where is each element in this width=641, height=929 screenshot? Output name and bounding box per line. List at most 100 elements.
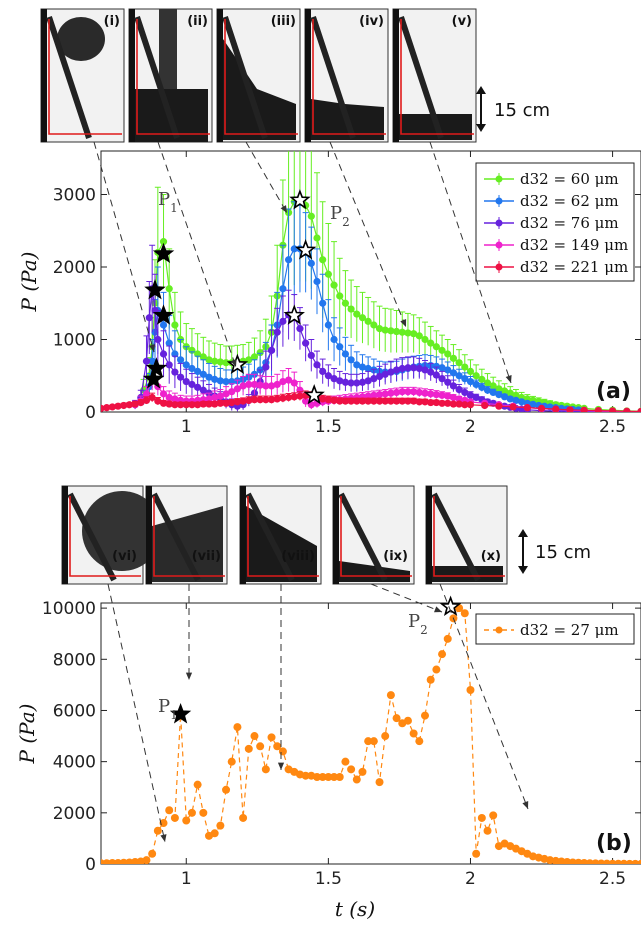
data-point bbox=[159, 321, 168, 329]
data-point bbox=[500, 387, 509, 395]
data-point bbox=[341, 299, 350, 307]
x-axis-label: t (s) bbox=[335, 897, 375, 921]
data-point bbox=[364, 364, 372, 373]
inset-label: (i) bbox=[104, 14, 120, 29]
data-point bbox=[455, 385, 463, 394]
data-point bbox=[455, 395, 463, 403]
x-tick-label: 2.5 bbox=[599, 869, 626, 889]
inset-label: (ix) bbox=[383, 549, 408, 564]
data-point bbox=[369, 737, 378, 746]
legend-label: d32 = 27 μm bbox=[520, 621, 619, 639]
data-point bbox=[324, 321, 332, 329]
data-point bbox=[296, 392, 304, 400]
data-point bbox=[537, 404, 546, 412]
inset-label: (iii) bbox=[271, 14, 296, 29]
data-point bbox=[432, 343, 440, 351]
data-point bbox=[608, 407, 617, 412]
data-point bbox=[375, 397, 384, 405]
scale-bar-bottom: 15 cm bbox=[518, 529, 591, 574]
data-point bbox=[443, 634, 452, 643]
annotation-p2: P2 bbox=[408, 611, 428, 637]
data-point bbox=[148, 357, 156, 365]
data-point bbox=[279, 377, 287, 386]
data-point bbox=[449, 369, 458, 377]
peak-marker-p2 bbox=[289, 189, 311, 210]
data-point bbox=[392, 397, 401, 405]
data-point bbox=[386, 691, 395, 700]
data-point bbox=[427, 398, 435, 407]
scale-label-bottom: 15 cm bbox=[535, 542, 591, 563]
data-point bbox=[245, 396, 253, 404]
data-point bbox=[404, 397, 412, 405]
data-point bbox=[427, 390, 435, 398]
data-point bbox=[194, 401, 202, 409]
inset-label: (vii) bbox=[192, 549, 221, 564]
data-point bbox=[165, 400, 173, 408]
data-point bbox=[142, 357, 151, 365]
data-point bbox=[403, 716, 412, 725]
data-point bbox=[449, 354, 458, 362]
inset-label: (iv) bbox=[359, 14, 384, 29]
data-point bbox=[353, 397, 361, 405]
inset-label: (ii) bbox=[187, 14, 208, 29]
scale-label-top: 15 cm bbox=[494, 100, 550, 121]
data-point bbox=[244, 744, 253, 753]
data-point bbox=[261, 765, 270, 774]
data-point bbox=[410, 364, 418, 372]
data-point bbox=[410, 330, 418, 338]
data-point bbox=[387, 368, 395, 376]
data-point bbox=[120, 401, 128, 410]
data-point bbox=[438, 650, 447, 659]
data-point bbox=[415, 737, 424, 746]
inset-image: (vii) bbox=[145, 485, 228, 585]
connector-arrowhead bbox=[149, 344, 155, 352]
x-tick-label: 2 bbox=[465, 417, 476, 437]
data-point bbox=[296, 325, 304, 333]
data-point bbox=[159, 238, 168, 246]
plot-area bbox=[100, 150, 641, 413]
data-point bbox=[489, 399, 497, 407]
data-point bbox=[594, 406, 602, 412]
annotation-p1: P1 bbox=[158, 189, 178, 215]
data-point bbox=[319, 395, 327, 403]
data-point bbox=[153, 826, 162, 835]
data-point bbox=[472, 849, 481, 858]
data-point bbox=[364, 377, 372, 385]
data-point bbox=[370, 391, 378, 399]
data-point bbox=[495, 391, 503, 399]
data-point bbox=[336, 292, 344, 300]
inset-image: (vi) bbox=[61, 485, 162, 585]
y-tick-label: 6000 bbox=[53, 701, 96, 721]
data-point bbox=[228, 398, 236, 407]
x-tick-label: 2 bbox=[465, 869, 476, 889]
inset-image: (ix) bbox=[332, 485, 415, 585]
data-point bbox=[364, 737, 373, 746]
data-point bbox=[466, 367, 475, 375]
data-point bbox=[302, 397, 310, 405]
data-point bbox=[335, 773, 344, 781]
data-point bbox=[199, 386, 207, 394]
data-point bbox=[404, 364, 412, 372]
data-point bbox=[330, 396, 338, 404]
data-point bbox=[353, 310, 361, 318]
connector-arrowhead bbox=[400, 319, 407, 327]
data-point bbox=[347, 305, 355, 313]
data-point bbox=[290, 393, 298, 401]
data-point bbox=[432, 391, 440, 399]
connector-line bbox=[157, 141, 237, 368]
data-point bbox=[392, 366, 401, 374]
data-point bbox=[415, 398, 423, 406]
data-point bbox=[466, 377, 475, 386]
data-point bbox=[637, 407, 641, 412]
data-point bbox=[358, 378, 367, 386]
data-point bbox=[444, 378, 452, 386]
legend: d32 = 60 μm d32 = 62 μm d32 = 76 μm d32 = 1… bbox=[475, 162, 635, 282]
data-point bbox=[358, 363, 367, 371]
data-point bbox=[347, 356, 355, 364]
data-point bbox=[478, 375, 486, 383]
inset-row-top: (i) (ii) (iii) (iv) (v) bbox=[40, 8, 477, 143]
data-point bbox=[392, 388, 401, 397]
data-point bbox=[421, 398, 429, 406]
data-point bbox=[245, 380, 253, 389]
